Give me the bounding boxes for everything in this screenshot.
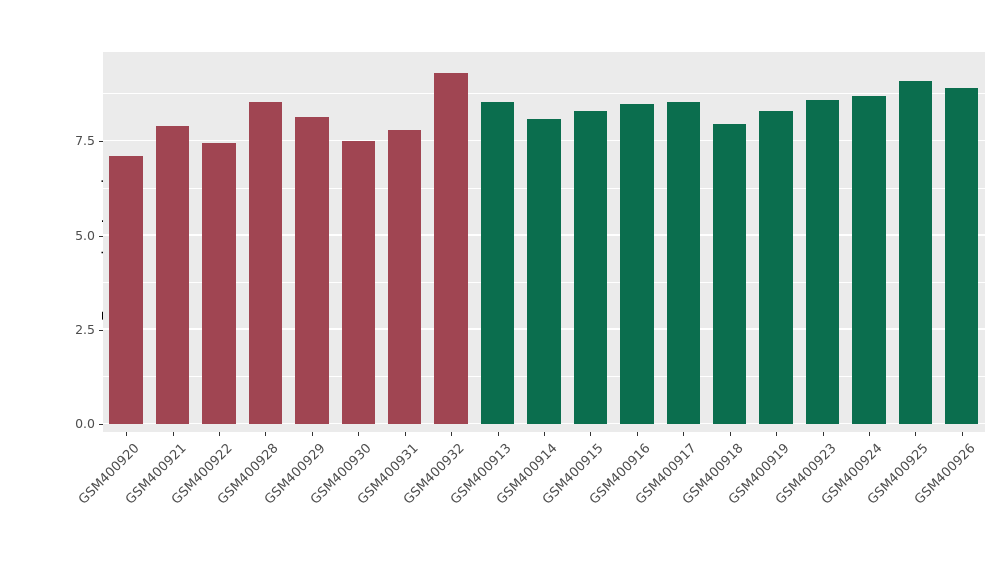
bar-GSM400925 <box>898 80 933 424</box>
bar-GSM400921 <box>155 126 190 424</box>
x-tick-mark <box>822 432 824 436</box>
x-tick-mark <box>544 432 545 436</box>
x-tick-mark <box>126 432 128 436</box>
bar-GSM400926 <box>945 88 979 424</box>
x-tick-mark <box>590 432 592 436</box>
x-tick-mark <box>219 432 221 436</box>
gridline-minor <box>103 93 985 95</box>
bar-GSM400913 <box>480 101 515 424</box>
y-tick-label: 0.0 <box>75 416 95 431</box>
x-tick-mark <box>961 432 963 436</box>
bar-GSM400914 <box>527 118 561 424</box>
bar-GSM400920 <box>109 156 143 424</box>
bar-GSM400922 <box>202 143 236 424</box>
x-tick-mark <box>265 432 267 436</box>
x-tick-mark <box>868 432 870 436</box>
bar-GSM400918 <box>712 124 747 424</box>
y-tick-mark <box>99 235 103 237</box>
bar-GSM400919 <box>759 111 793 424</box>
x-tick-mark <box>776 432 778 436</box>
bar-GSM400928 <box>248 101 283 424</box>
bar-GSM400923 <box>805 99 840 424</box>
x-tick-mark <box>358 432 360 436</box>
bar-GSM400924 <box>852 96 886 424</box>
bar-GSM400915 <box>573 111 608 424</box>
x-tick-mark <box>172 432 174 436</box>
y-tick-mark <box>99 329 103 331</box>
x-tick-mark <box>497 432 499 436</box>
bar-GSM400916 <box>620 103 654 424</box>
plot-panel <box>103 52 985 432</box>
bar-GSM400917 <box>666 101 700 424</box>
x-tick-mark <box>636 432 638 436</box>
bar-GSM400931 <box>388 129 422 424</box>
bar-GSM400929 <box>295 116 329 424</box>
x-tick-mark <box>915 432 917 436</box>
x-tick-mark <box>404 432 406 436</box>
x-tick-mark <box>729 432 731 436</box>
y-tick-label: 2.5 <box>75 321 95 337</box>
bar-GSM400930 <box>341 141 376 424</box>
bar-GSM400932 <box>434 73 468 424</box>
x-tick-mark <box>451 432 453 436</box>
y-tick-label: 7.5 <box>75 133 95 149</box>
y-tick-mark <box>99 141 103 143</box>
y-tick-mark <box>99 424 103 425</box>
x-tick-mark <box>311 432 313 436</box>
y-tick-label: 5.0 <box>75 227 95 243</box>
x-tick-mark <box>683 432 685 436</box>
